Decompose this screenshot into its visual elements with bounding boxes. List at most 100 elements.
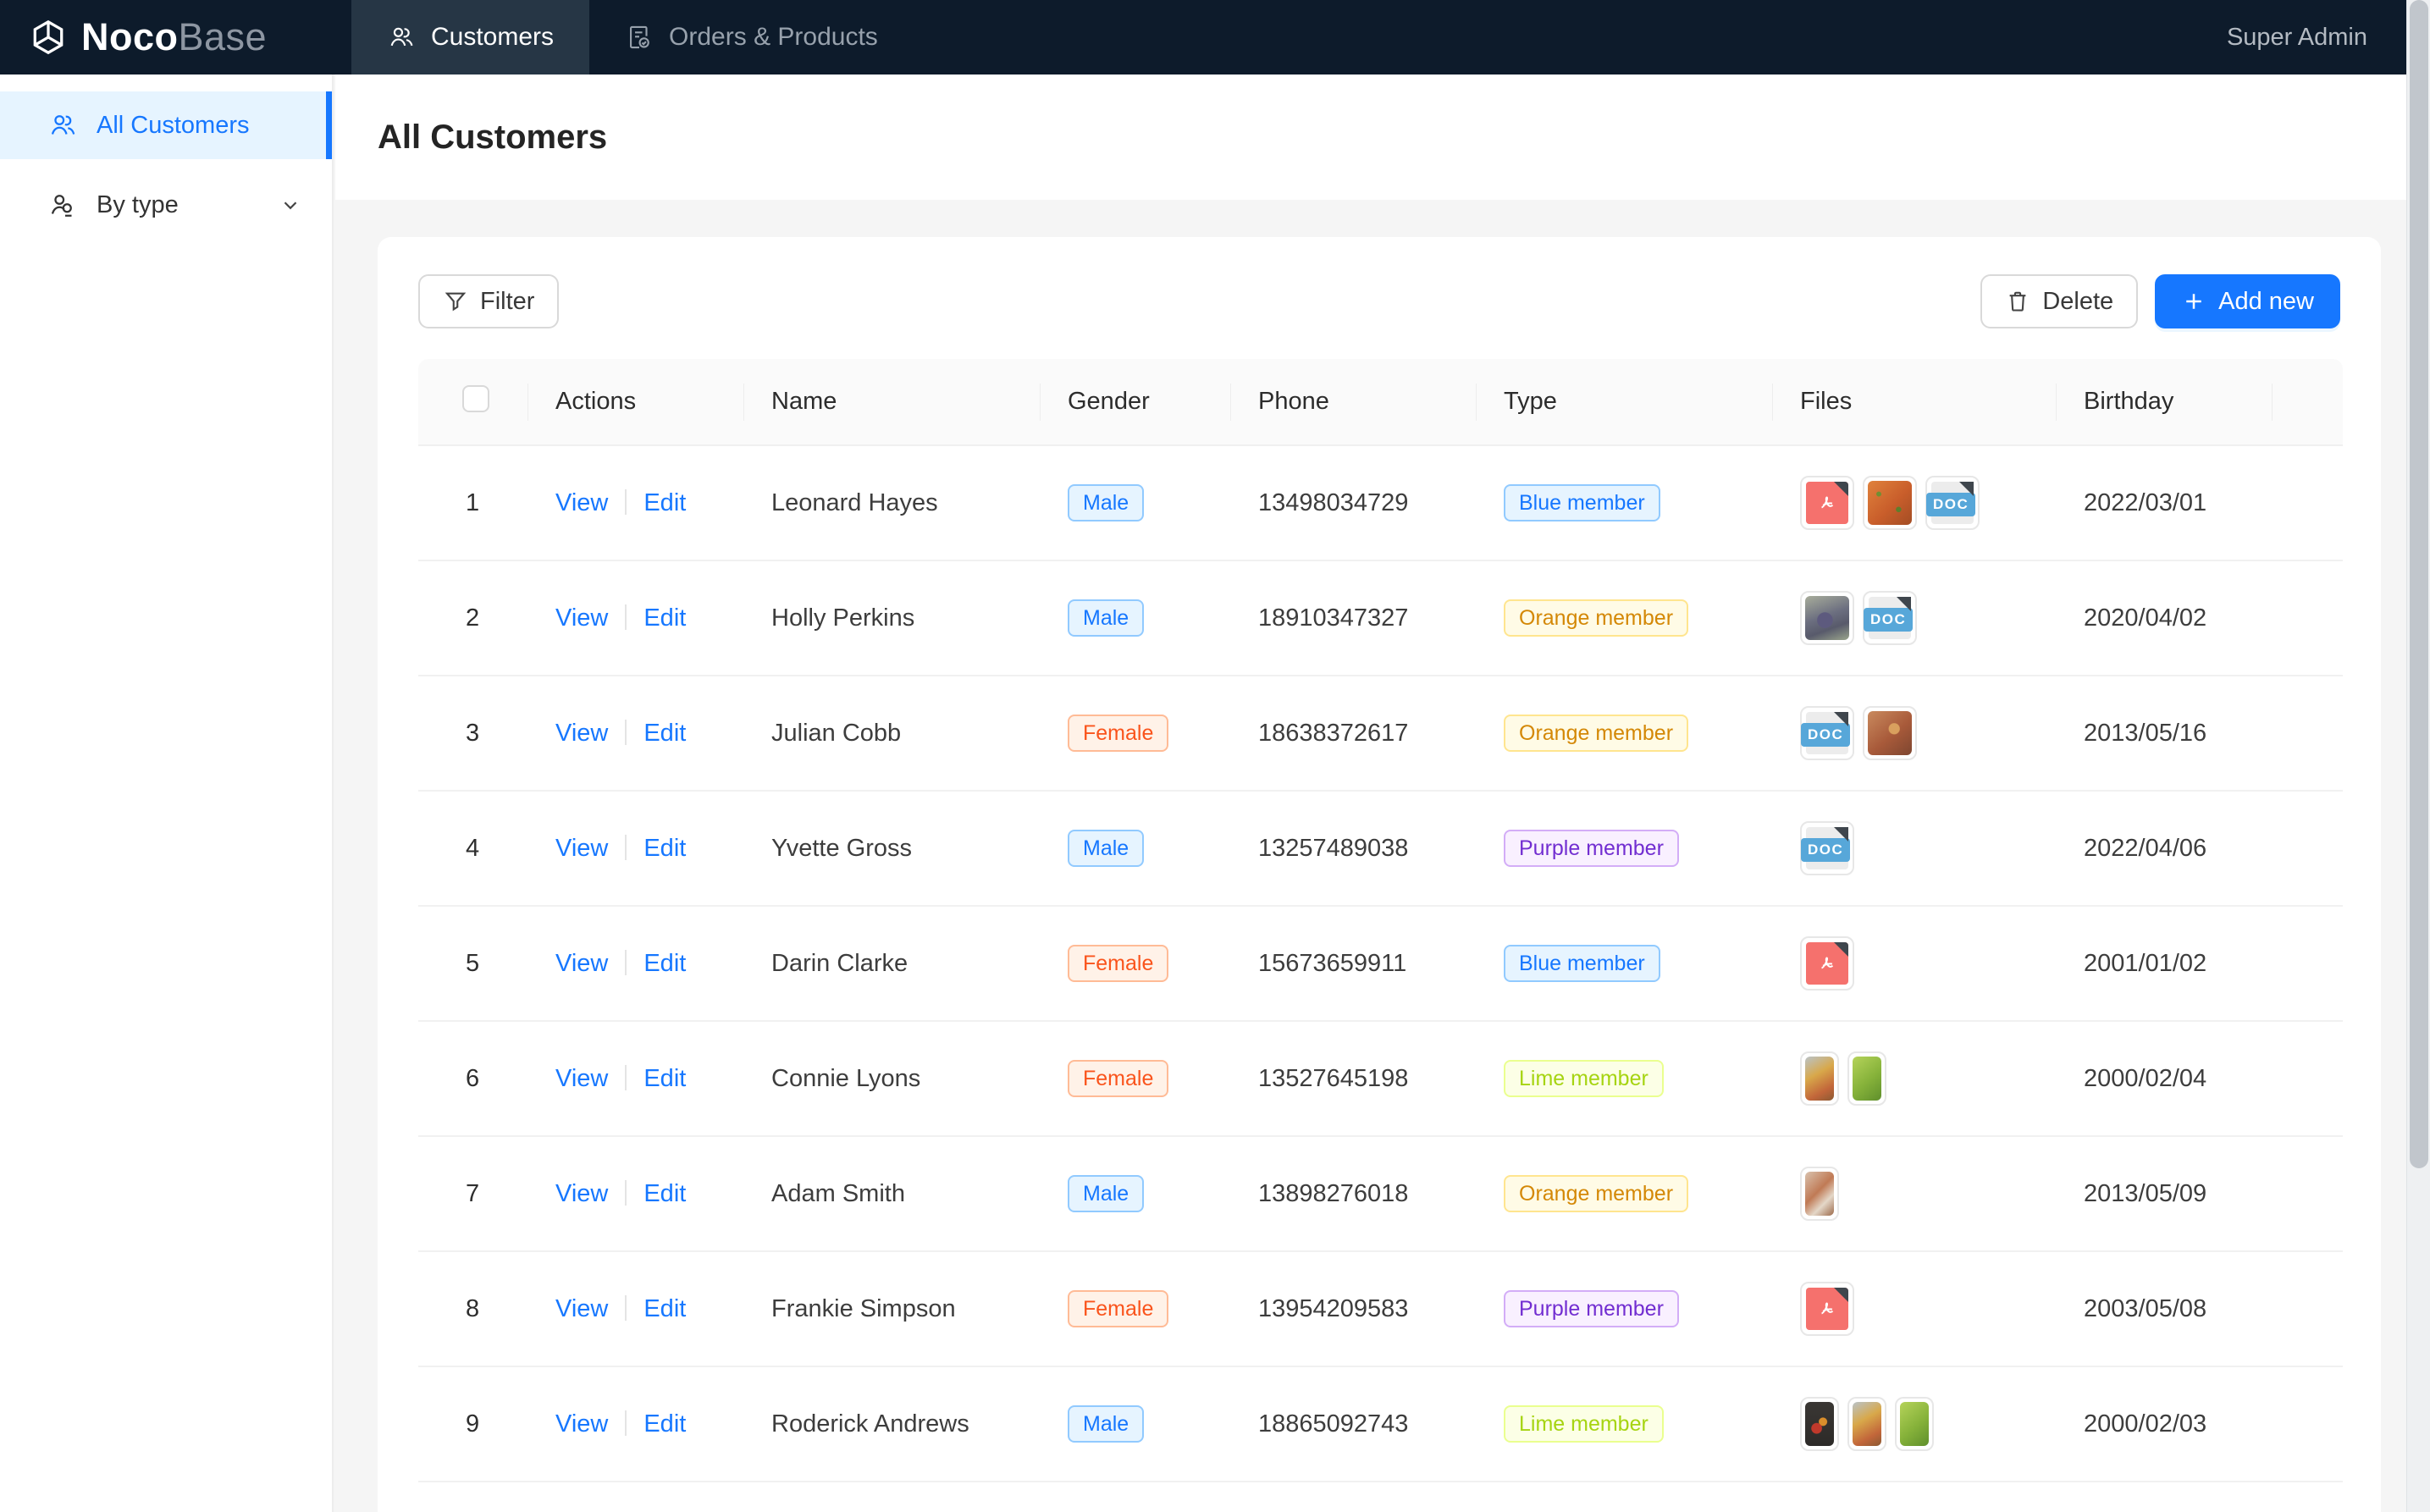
column-header-filler <box>2273 359 2343 446</box>
page-title: All Customers <box>378 118 608 156</box>
view-link[interactable]: View <box>555 834 609 862</box>
view-link[interactable]: View <box>555 488 609 516</box>
type-badge: Orange member <box>1504 1175 1689 1212</box>
doc-file-icon[interactable]: DOC <box>1800 706 1854 760</box>
gender-badge: Male <box>1068 599 1145 637</box>
birthday-cell: 2020/04/02 <box>2057 560 2273 676</box>
phone-cell: 13498034729 <box>1231 445 1477 561</box>
view-link[interactable]: View <box>555 1410 609 1438</box>
birthday-cell: 2022/03/01 <box>2057 445 2273 561</box>
edit-link[interactable]: Edit <box>643 949 687 977</box>
logo-text-bold: Noco <box>81 15 179 58</box>
type-badge: Blue member <box>1504 484 1660 521</box>
edit-link[interactable]: Edit <box>643 604 687 632</box>
table-toolbar: Filter Delete Add new <box>418 274 2340 328</box>
view-link[interactable]: View <box>555 604 609 632</box>
tab-customers[interactable]: Customers <box>351 0 590 74</box>
birthday-cell: 2013/05/16 <box>2057 676 2273 792</box>
action-divider <box>625 1064 627 1090</box>
view-link[interactable]: View <box>555 1179 609 1207</box>
sidebar-item-label: By type <box>97 190 179 218</box>
phone-cell: 13954209583 <box>1231 1251 1477 1367</box>
files-cell <box>1800 1397 2030 1451</box>
user-switch-icon <box>47 190 78 220</box>
edit-link[interactable]: Edit <box>643 1294 687 1322</box>
edit-link[interactable]: Edit <box>643 1410 687 1438</box>
pdf-file-icon[interactable] <box>1800 1282 1854 1336</box>
image-thumbnail[interactable] <box>1800 1167 1839 1221</box>
column-header-phone: Phone <box>1231 359 1477 446</box>
filter-button[interactable]: Filter <box>418 274 560 328</box>
name-cell: Julian Cobb <box>744 676 1041 792</box>
user-menu[interactable]: Super Admin <box>2226 23 2367 51</box>
image-thumbnail[interactable] <box>1800 1051 1839 1106</box>
table-row-partial <box>418 1482 2343 1512</box>
image-thumbnail[interactable] <box>1863 706 1917 760</box>
filter-label: Filter <box>480 287 535 315</box>
sidebar-item-all-customers[interactable]: All Customers <box>0 91 332 159</box>
files-cell <box>1800 936 2030 991</box>
files-cell: DOC <box>1800 706 2030 760</box>
users-icon <box>387 23 416 52</box>
image-thumbnail[interactable] <box>1847 1397 1886 1451</box>
view-link[interactable]: View <box>555 949 609 977</box>
chevron-down-icon[interactable] <box>279 194 301 216</box>
gender-badge: Female <box>1068 1290 1169 1327</box>
delete-button[interactable]: Delete <box>1980 274 2139 328</box>
add-new-label: Add new <box>2218 287 2314 315</box>
scrollbar-thumb[interactable] <box>2410 0 2428 1168</box>
table-row: 5 View Edit Darin Clarke Female 156736599… <box>418 906 2343 1022</box>
pdf-file-icon[interactable] <box>1800 476 1854 530</box>
doc-file-icon[interactable]: DOC <box>1800 821 1854 875</box>
tab-orders-products[interactable]: Orders & Products <box>589 0 914 74</box>
phone-cell: 18638372617 <box>1231 676 1477 792</box>
main-area: All Customers Filter Delete <box>335 74 2406 1512</box>
action-divider <box>625 604 627 630</box>
view-link[interactable]: View <box>555 719 609 747</box>
files-cell <box>1800 1282 2030 1336</box>
birthday-cell: 2003/05/08 <box>2057 1251 2273 1367</box>
pdf-file-icon[interactable] <box>1800 936 1854 991</box>
name-cell: Holly Perkins <box>744 560 1041 676</box>
select-all-checkbox[interactable] <box>462 384 489 412</box>
name-cell: Connie Lyons <box>744 1021 1041 1137</box>
table-row: 1 View Edit Leonard Hayes Male 1349803472… <box>418 445 2343 561</box>
name-cell: Yvette Gross <box>744 791 1041 907</box>
image-thumbnail[interactable] <box>1847 1051 1886 1106</box>
image-thumbnail[interactable] <box>1895 1397 1934 1451</box>
phone-cell: 15673659911 <box>1231 906 1477 1022</box>
birthday-cell: 2000/02/03 <box>2057 1366 2273 1482</box>
edit-link[interactable]: Edit <box>643 719 687 747</box>
top-nav: NocoBase Customers Orders & Products Sup… <box>0 0 2406 74</box>
add-new-button[interactable]: Add new <box>2155 274 2340 328</box>
edit-link[interactable]: Edit <box>643 834 687 862</box>
plus-icon <box>2181 289 2206 314</box>
birthday-cell: 2001/01/02 <box>2057 906 2273 1022</box>
customers-table: Actions Name Gender Phone Type Files Bir… <box>418 359 2343 1512</box>
sidebar-item-by-type[interactable]: By type <box>0 171 332 239</box>
action-divider <box>625 949 627 975</box>
type-badge: Orange member <box>1504 715 1689 752</box>
edit-link[interactable]: Edit <box>643 1179 687 1207</box>
birthday-cell: 2013/05/09 <box>2057 1136 2273 1252</box>
type-badge: Lime member <box>1504 1060 1664 1097</box>
image-thumbnail[interactable] <box>1800 591 1854 645</box>
nocobase-logo[interactable]: NocoBase <box>0 0 351 74</box>
table-header-row: Actions Name Gender Phone Type Files Bir… <box>418 359 2343 446</box>
type-badge: Blue member <box>1504 945 1660 982</box>
view-link[interactable]: View <box>555 1064 609 1092</box>
edit-link[interactable]: Edit <box>643 488 687 516</box>
cube-logo-icon <box>29 18 68 57</box>
image-thumbnail[interactable] <box>1800 1397 1839 1451</box>
scrollbar[interactable] <box>2406 0 2430 1512</box>
type-badge: Purple member <box>1504 830 1679 867</box>
edit-link[interactable]: Edit <box>643 1064 687 1092</box>
sidebar-item-label: All Customers <box>97 111 250 139</box>
view-link[interactable]: View <box>555 1294 609 1322</box>
doc-file-icon[interactable]: DOC <box>1925 476 1980 530</box>
gender-badge: Female <box>1068 1060 1169 1097</box>
row-index: 1 <box>418 445 528 561</box>
tab-label: Orders & Products <box>669 23 878 51</box>
doc-file-icon[interactable]: DOC <box>1863 591 1917 645</box>
image-thumbnail[interactable] <box>1863 476 1917 530</box>
